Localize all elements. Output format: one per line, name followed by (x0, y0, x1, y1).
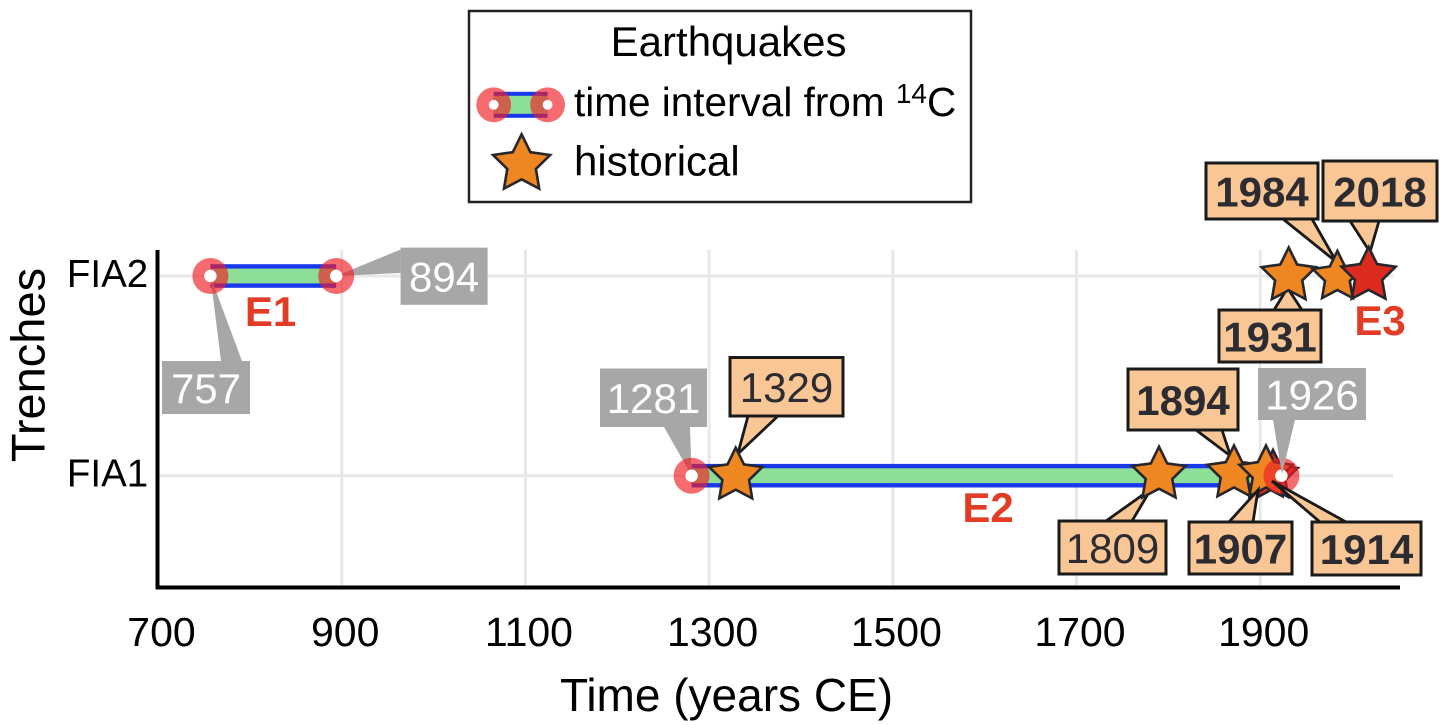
svg-text:2018: 2018 (1333, 168, 1426, 215)
svg-text:1500: 1500 (851, 609, 942, 655)
svg-text:1281: 1281 (607, 375, 700, 422)
svg-text:1894: 1894 (1136, 377, 1230, 424)
svg-text:E3: E3 (1354, 297, 1405, 344)
svg-text:894: 894 (409, 254, 479, 301)
svg-text:1329: 1329 (740, 364, 833, 411)
svg-text:historical: historical (574, 137, 740, 184)
svg-text:1100: 1100 (485, 609, 573, 655)
svg-text:1300: 1300 (667, 609, 758, 655)
svg-text:1984: 1984 (1215, 168, 1309, 215)
svg-text:FIA2: FIA2 (67, 253, 148, 296)
svg-text:700: 700 (127, 609, 195, 655)
svg-text:1700: 1700 (1034, 609, 1125, 655)
svg-text:900: 900 (311, 609, 379, 655)
svg-text:E2: E2 (962, 484, 1013, 531)
svg-text:1926: 1926 (1265, 371, 1358, 418)
svg-text:1931: 1931 (1223, 313, 1316, 360)
svg-text:FIA1: FIA1 (67, 453, 148, 496)
svg-text:E1: E1 (245, 288, 296, 335)
svg-text:time interval from 14C: time interval from 14C (574, 78, 956, 125)
svg-text:1900: 1900 (1218, 609, 1309, 655)
svg-text:Time (years CE): Time (years CE) (560, 669, 893, 721)
svg-text:Earthquakes: Earthquakes (611, 18, 847, 65)
svg-text:757: 757 (171, 365, 241, 412)
svg-text:Trenches: Trenches (2, 268, 55, 462)
svg-text:1907: 1907 (1194, 525, 1287, 572)
svg-text:1914: 1914 (1320, 526, 1414, 573)
svg-text:1809: 1809 (1066, 525, 1159, 572)
